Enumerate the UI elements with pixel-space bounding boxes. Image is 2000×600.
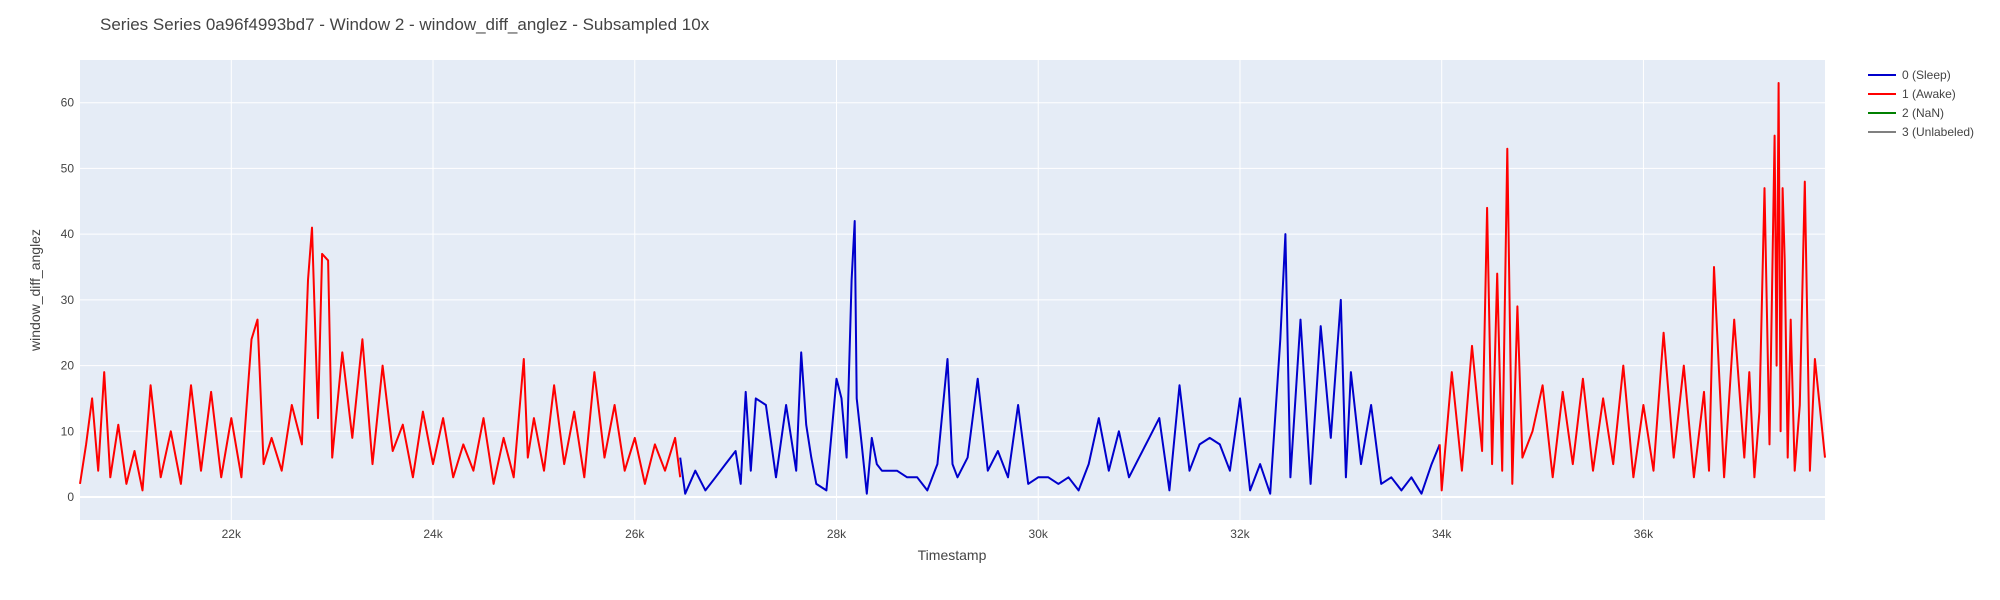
series-layer [79, 82, 1826, 495]
x-tick-label: 30k [1029, 527, 1049, 541]
grid [80, 60, 1825, 520]
series-line [1438, 82, 1826, 492]
y-tick-label: 10 [61, 424, 75, 438]
x-tick-label: 26k [625, 527, 645, 541]
x-tick-label: 24k [423, 527, 443, 541]
y-tick-label: 50 [61, 161, 75, 175]
x-tick-label: 28k [827, 527, 847, 541]
y-tick-label: 30 [61, 293, 75, 307]
y-tick-label: 20 [61, 359, 75, 373]
x-axis-ticks: 22k 24k 26k 28k 30k 32k 34k 36k [222, 527, 1654, 541]
legend: 0 (Sleep) 1 (Awake) 2 (NaN) 3 (Unlabeled) [1868, 68, 1974, 139]
legend-item-label: 3 (Unlabeled) [1902, 125, 1974, 139]
x-axis-title: Timestamp [918, 547, 987, 563]
y-axis-title: window_diff_anglez [27, 229, 43, 352]
legend-item-label: 0 (Sleep) [1902, 68, 1951, 82]
y-axis-ticks: 0 10 20 30 40 50 60 [61, 96, 75, 504]
series-line [679, 220, 1441, 495]
y-tick-label: 0 [67, 490, 74, 504]
legend-item-label: 1 (Awake) [1902, 87, 1956, 101]
x-tick-label: 32k [1230, 527, 1250, 541]
x-tick-label: 22k [222, 527, 242, 541]
y-tick-label: 60 [61, 96, 75, 110]
chart-title: Series Series 0a96f4993bd7 - Window 2 - … [100, 15, 710, 34]
series-line [79, 226, 682, 492]
x-tick-label: 34k [1432, 527, 1452, 541]
y-tick-label: 40 [61, 227, 75, 241]
legend-item-label: 2 (NaN) [1902, 106, 1944, 120]
x-tick-label: 36k [1634, 527, 1654, 541]
